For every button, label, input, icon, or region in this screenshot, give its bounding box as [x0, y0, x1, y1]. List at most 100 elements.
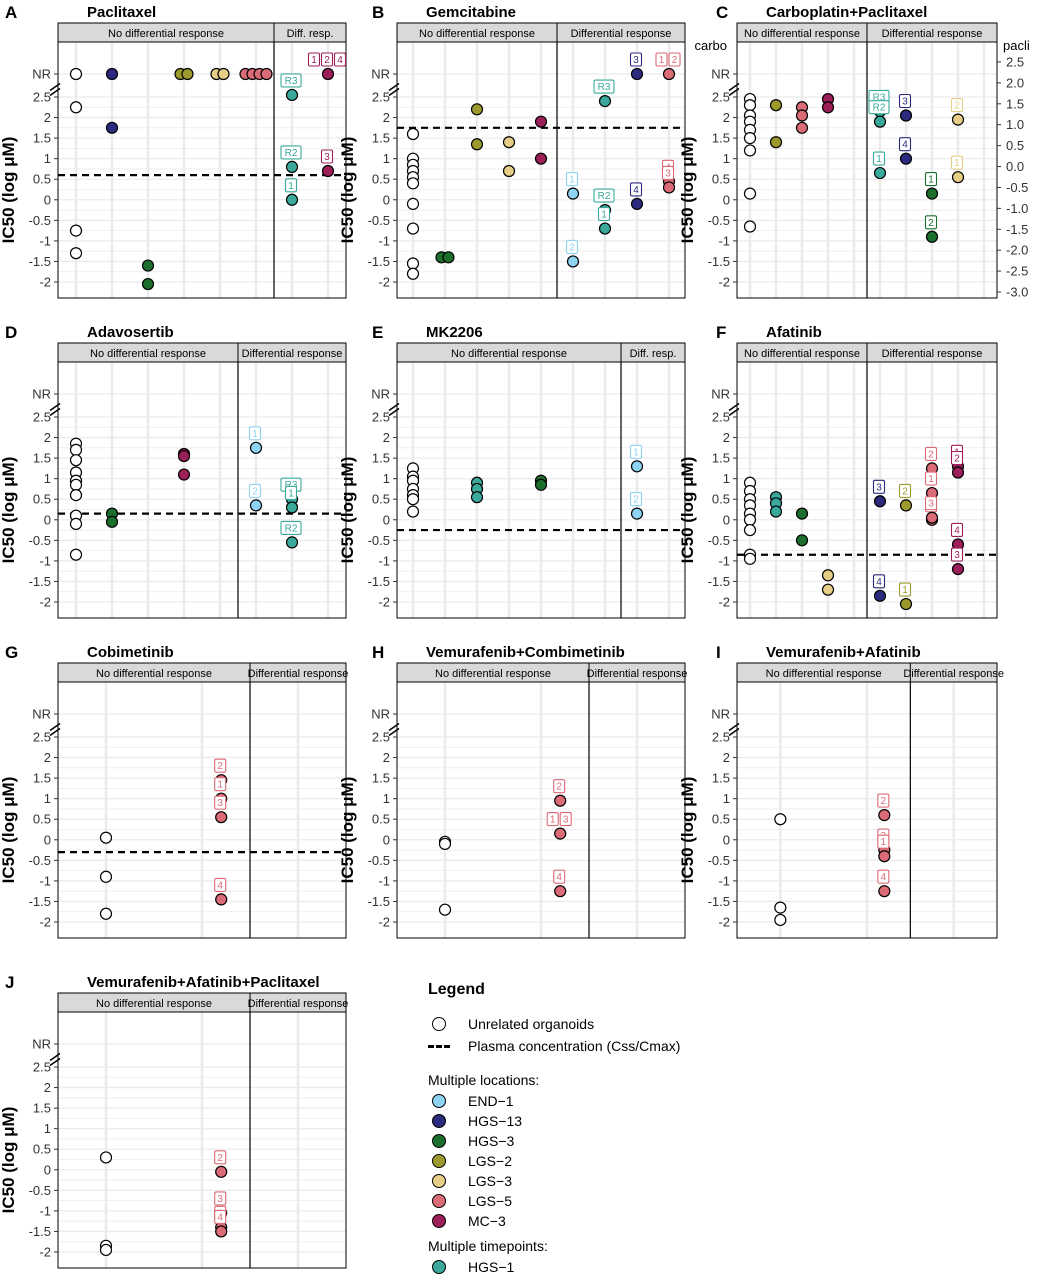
point-label: 3: [950, 547, 964, 562]
chart-title: Adavosertib: [87, 324, 174, 341]
point-label: 2: [924, 446, 938, 461]
point-label-text: 1: [954, 158, 960, 169]
data-point: [260, 67, 273, 81]
data-point: [249, 499, 263, 512]
y-tick-label: 2.5: [33, 730, 51, 745]
y-tick-label: -2: [378, 915, 390, 930]
y-tick-label: -1: [39, 553, 51, 568]
y-tick-label: 0: [723, 512, 730, 527]
y-tick-label: 0: [723, 832, 730, 847]
data-point: [99, 1243, 113, 1257]
data-point: [951, 563, 965, 576]
y-axis-label: IC50 (log μM): [0, 1107, 18, 1214]
data-point: [105, 67, 119, 81]
point-label: 2: [924, 215, 938, 230]
point-label: 1: [898, 582, 912, 597]
point-label-box: [924, 215, 938, 230]
data-point: [662, 181, 676, 194]
point-label-text: 2: [928, 449, 934, 460]
y-tick-label: -1: [718, 873, 730, 888]
y-axis-label: IC50 (log μM): [0, 777, 18, 884]
point-label-text: 1: [928, 474, 934, 485]
point-label-text: 4: [902, 140, 908, 151]
point-label-box: [629, 52, 643, 67]
y-tick-label: -0.5: [29, 213, 51, 228]
y-tick-label-nr: NR: [32, 1037, 51, 1052]
y-tick-label: -0.5: [708, 853, 730, 868]
y-tick-label: -0.5: [368, 853, 390, 868]
y-tick-label: 2: [723, 750, 730, 765]
y-tick-label: -2: [39, 275, 51, 290]
legend-dot-icon: [432, 1260, 446, 1274]
group-label-diff: Differential response: [571, 28, 672, 40]
point-label-text: 1: [311, 55, 317, 66]
y-tick-label: 1.5: [33, 1101, 51, 1116]
point-label-text: 4: [876, 577, 882, 588]
y-axis-label: IC50 (log μM): [338, 137, 357, 244]
legend-dot-icon: [432, 1134, 446, 1148]
panel-letter: C: [716, 3, 728, 22]
point-label: 1: [284, 485, 298, 500]
point-label: R2: [868, 100, 890, 115]
point-label-text: 1: [288, 181, 294, 192]
point-label: 2: [877, 793, 890, 808]
point-label: 3: [629, 52, 643, 67]
axis-break: [728, 82, 740, 92]
axis-break: [388, 722, 400, 732]
y-tick-label: 0.5: [372, 812, 390, 827]
y-tick-label: -1.5: [368, 254, 390, 269]
legend-unrelated-label: Unrelated organoids: [468, 1016, 595, 1032]
unrelated-dot-icon: [432, 1017, 446, 1031]
y-tick-label: 2: [44, 430, 51, 445]
data-point: [105, 515, 119, 528]
y-tick-label: 1.5: [372, 451, 390, 466]
point-label: 1: [248, 426, 262, 441]
data-point: [438, 837, 452, 850]
y-tick-label: 0.5: [33, 812, 51, 827]
panel-e: E MK2206 No differential response Diff. res…: [338, 323, 686, 619]
point-label-box: [877, 869, 890, 884]
y-tick-label: -1: [39, 233, 51, 248]
point-label: 4: [877, 869, 890, 884]
data-point: [470, 491, 484, 504]
point-label-text: 1: [252, 429, 258, 440]
point-label-text: 4: [217, 1212, 223, 1223]
data-point: [249, 441, 263, 454]
legend-item-label: LGS−3: [468, 1173, 512, 1189]
y-tick-label: -1: [718, 233, 730, 248]
point-label-text: 4: [954, 525, 960, 536]
point-label-box: [320, 52, 334, 67]
y-tick-label: 1.5: [372, 771, 390, 786]
point-label-box: [950, 98, 964, 113]
axis-break: [728, 727, 740, 737]
point-label: 2: [950, 98, 964, 113]
group-label-no-diff: No differential response: [96, 998, 212, 1010]
panel-c: C Carboplatin+Paclitaxel No differential r…: [678, 3, 1030, 300]
group-label-no-diff: No differential response: [435, 668, 551, 680]
data-point: [99, 831, 113, 844]
point-label-text: 1: [217, 780, 223, 791]
data-point: [285, 160, 299, 173]
data-point: [743, 144, 757, 157]
point-label-box: [877, 834, 890, 849]
data-point: [630, 197, 644, 210]
y-axis-label: IC50 (log μM): [338, 777, 357, 884]
data-point: [534, 115, 548, 128]
group-label-diff: Differential response: [242, 348, 343, 360]
y-axis-label: IC50 (log μM): [0, 457, 18, 564]
y-tick-label-nr: NR: [711, 707, 730, 722]
right-tick-label: 0.5: [1006, 138, 1024, 153]
point-label-text: 1: [569, 175, 575, 186]
point-label-box: [284, 178, 298, 193]
y-tick-label: -1.5: [29, 1224, 51, 1239]
point-label-box: [655, 52, 668, 67]
y-tick-label: 2.5: [712, 410, 730, 425]
legend-title: Legend: [428, 981, 485, 998]
legend-item-lgs-2: LGS−2: [428, 1152, 512, 1170]
data-point: [630, 460, 644, 473]
legend-item-lgs-5: LGS−5: [428, 1192, 512, 1210]
y-tick-label: -1.5: [368, 894, 390, 909]
panel-letter: F: [716, 323, 726, 342]
point-label: 1: [597, 207, 611, 222]
point-label-text: R3: [598, 82, 611, 93]
